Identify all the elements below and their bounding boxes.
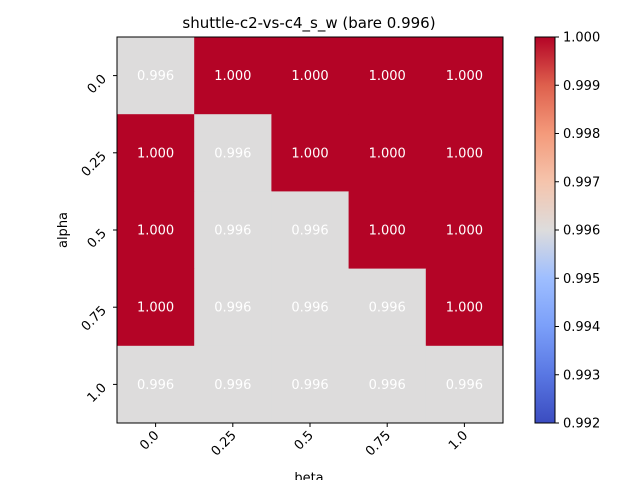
y-tick-label: 0.5 <box>85 226 110 251</box>
cell-value-label: 0.996 <box>137 69 174 84</box>
cell-value-label: 0.996 <box>291 378 328 393</box>
colorbar-tick-label: 0.992 <box>563 417 600 432</box>
colorbar-tick-label: 0.998 <box>563 127 600 142</box>
cell-value-label: 1.000 <box>446 146 483 161</box>
heatmap-cell <box>348 268 427 347</box>
heatmap-cell <box>348 114 427 192</box>
y-tick-label: 0.75 <box>79 303 110 334</box>
cell-value-label: 1.000 <box>369 69 406 84</box>
cell-value-label: 1.000 <box>369 146 406 161</box>
x-tick-label: 0.25 <box>209 428 240 459</box>
cell-value-label: 0.996 <box>214 378 251 393</box>
x-tick-label: 0.5 <box>292 428 317 453</box>
x-axis-ticks: 0.0 0.25 0.5 0.75 1.0 <box>137 423 471 459</box>
cell-value-label: 1.000 <box>291 69 328 84</box>
cell-value-label: 0.996 <box>291 224 328 239</box>
heatmap-cell <box>194 268 272 347</box>
cell-value-label: 0.996 <box>369 301 406 316</box>
cell-value-label: 0.996 <box>291 301 328 316</box>
x-tick-label: 0.75 <box>363 428 394 459</box>
cell-value-label: 1.000 <box>446 301 483 316</box>
cell-value-label: 1.000 <box>137 224 174 239</box>
colorbar <box>534 36 556 424</box>
cell-value-label: 1.000 <box>291 146 328 161</box>
colorbar-tick-label: 1.000 <box>563 31 600 46</box>
heatmap-cell <box>271 345 350 424</box>
cell-value-label: 1.000 <box>137 146 174 161</box>
heatmap-cell <box>194 191 272 270</box>
cell-value-label: 0.996 <box>369 378 406 393</box>
heatmap-cell <box>425 37 504 115</box>
colorbar-tick-label: 0.997 <box>563 175 600 190</box>
heatmap-cell <box>194 37 272 115</box>
cell-value-label: 0.996 <box>214 224 251 239</box>
colorbar-tick-label: 0.995 <box>563 272 600 287</box>
chart-title: shuttle-c2-vs-c4_s_w (bare 0.996) <box>182 14 435 33</box>
colorbar-ticks: 0.992 0.993 0.994 0.995 0.996 0.997 0.998 0.999… <box>555 31 600 432</box>
heatmap-cell <box>348 191 427 270</box>
cell-value-label: 0.996 <box>214 146 251 161</box>
heatmap-cell <box>117 114 195 192</box>
cell-value-label: 0.996 <box>137 378 174 393</box>
cell-value-label: 1.000 <box>446 69 483 84</box>
y-tick-label: 0.25 <box>79 149 110 180</box>
heatmap-cell <box>117 268 195 347</box>
heatmap-cell <box>117 37 195 115</box>
x-tick-label: 0.0 <box>137 428 162 453</box>
cell-value-label: 1.000 <box>214 69 251 84</box>
heatmap-cell <box>194 345 272 424</box>
y-axis-label: alpha <box>56 212 71 248</box>
cell-value-label: 1.000 <box>369 224 406 239</box>
heatmap-cell <box>425 114 504 192</box>
heatmap-cell <box>271 268 350 347</box>
cell-value-label: 0.996 <box>446 378 483 393</box>
heatmap-cell-labels: 0.996 1.000 1.000 1.000 1.000 1.000 0.996 1.000… <box>137 69 483 393</box>
heatmap-cell <box>425 191 504 270</box>
y-tick-label: 0.0 <box>85 72 110 97</box>
x-axis-label: beta <box>294 471 323 480</box>
heatmap-cell <box>425 268 504 347</box>
heatmap-cell <box>271 37 350 115</box>
heatmap-cells <box>117 37 504 424</box>
colorbar-tick-label: 0.993 <box>563 368 600 383</box>
heatmap-cell <box>117 345 195 424</box>
heatmap-cell <box>348 345 427 424</box>
heatmap-cell <box>271 191 350 270</box>
y-axis-ticks: 0.0 0.25 0.5 0.75 1.0 <box>79 72 117 406</box>
heatmap-cell <box>425 345 504 424</box>
colorbar-tick-label: 0.994 <box>563 320 600 335</box>
heatmap-cell <box>117 191 195 270</box>
heatmap-cell <box>194 114 272 192</box>
cell-value-label: 0.996 <box>214 301 251 316</box>
heatmap-cell <box>271 114 350 192</box>
cell-value-label: 1.000 <box>446 224 483 239</box>
y-tick-label: 1.0 <box>85 381 110 406</box>
x-tick-label: 1.0 <box>446 428 471 453</box>
heatmap-cell <box>348 37 427 115</box>
colorbar-tick-label: 0.996 <box>563 224 600 239</box>
colorbar-tick-label: 0.999 <box>563 79 600 94</box>
cell-value-label: 1.000 <box>137 301 174 316</box>
